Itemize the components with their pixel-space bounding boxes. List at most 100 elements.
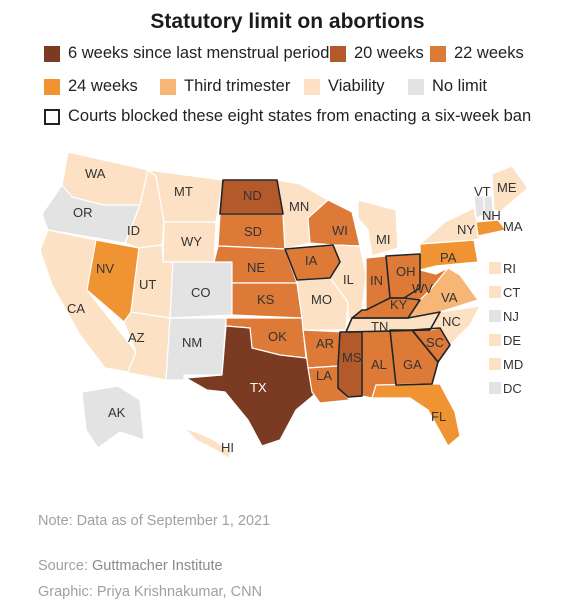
key-label-ct: CT xyxy=(503,285,520,300)
key-swatch-dc xyxy=(489,382,501,394)
legend-label-viability: Viability xyxy=(328,77,385,95)
label-ut: UT xyxy=(139,277,156,292)
state-ma xyxy=(475,219,507,237)
label-ar: AR xyxy=(316,336,334,351)
label-mn: MN xyxy=(289,199,309,214)
label-az: AZ xyxy=(128,330,145,345)
label-ok: OK xyxy=(268,329,287,344)
label-ms: MS xyxy=(342,350,362,365)
label-pa: PA xyxy=(440,250,457,265)
label-la: LA xyxy=(316,368,332,383)
legend-item-third-trimester: Third trimester xyxy=(160,77,290,96)
label-me: ME xyxy=(497,180,517,195)
key-swatch-de xyxy=(489,334,501,346)
legend-item-courts-blocked: Courts blocked these eight states from e… xyxy=(44,107,531,126)
key-label-nj: NJ xyxy=(503,309,519,324)
label-ga: GA xyxy=(403,357,422,372)
small-state-key: RI CT NJ DE MD DC xyxy=(489,261,523,396)
state-hi xyxy=(183,427,233,459)
label-vt: VT xyxy=(474,184,491,199)
label-nd: ND xyxy=(243,188,262,203)
outline-ga xyxy=(389,329,439,386)
legend-label-third-trimester: Third trimester xyxy=(184,77,291,95)
state-ak xyxy=(81,385,145,449)
legend-swatch-twenty-weeks xyxy=(330,45,346,62)
label-oh: OH xyxy=(396,264,416,279)
outline-oh xyxy=(385,253,421,299)
state-labels: WA OR CA NV ID MT WY UT AZ CO NM ND SD N… xyxy=(67,166,523,455)
outline-ms xyxy=(337,331,363,398)
legend-label-twenty-two-weeks: 22 weeks xyxy=(454,44,524,62)
label-mo: MO xyxy=(311,292,332,307)
label-nv: NV xyxy=(96,261,114,276)
label-ma: MA xyxy=(503,219,523,234)
key-label-ri: RI xyxy=(503,261,516,276)
key-swatch-ct xyxy=(489,286,501,298)
legend-item-twenty-two-weeks: 22 weeks xyxy=(430,44,524,63)
label-wv: WV xyxy=(412,281,433,296)
state-me xyxy=(491,165,529,213)
state-fl xyxy=(371,383,461,447)
court-blocked-outlines xyxy=(219,179,451,398)
source-label: Source: xyxy=(38,558,92,574)
label-mi: MI xyxy=(376,232,390,247)
key-swatch-md xyxy=(489,358,501,370)
graphic-value: Priya Krishnakumar, CNN xyxy=(96,584,263,600)
legend-swatch-twenty-two-weeks xyxy=(430,45,446,62)
label-va: VA xyxy=(441,290,458,305)
label-ca: CA xyxy=(67,301,85,316)
label-ak: AK xyxy=(108,405,126,420)
legend-swatch-six-weeks xyxy=(44,45,60,62)
label-in: IN xyxy=(370,273,383,288)
label-al: AL xyxy=(371,357,387,372)
source-value: Guttmacher Institute xyxy=(92,558,223,574)
source-line: Source: Guttmacher Institute xyxy=(38,558,223,574)
outline-ia xyxy=(284,244,341,281)
legend-label-six-weeks: 6 weeks since last menstrual period xyxy=(68,44,330,62)
legend-label-no-limit: No limit xyxy=(432,77,488,95)
label-hi: HI xyxy=(221,440,234,455)
legend-swatch-courts-blocked xyxy=(44,108,60,125)
label-tn: TN xyxy=(371,319,388,334)
label-nc: NC xyxy=(442,314,461,329)
label-fl: FL xyxy=(431,409,446,424)
chart-title: Statutory limit on abortions xyxy=(150,10,425,33)
legend-swatch-no-limit xyxy=(408,78,424,95)
label-ne: NE xyxy=(247,260,265,275)
label-id: ID xyxy=(127,223,140,238)
key-label-de: DE xyxy=(503,333,521,348)
legend-label-courts-blocked: Courts blocked these eight states from e… xyxy=(68,107,532,125)
outline-nd xyxy=(219,179,284,215)
label-sd: SD xyxy=(244,224,262,239)
outline-sc xyxy=(411,327,451,363)
label-nm: NM xyxy=(182,335,202,350)
label-co: CO xyxy=(191,285,211,300)
legend-label-twenty-weeks: 20 weeks xyxy=(354,44,424,62)
label-nh: NH xyxy=(482,208,501,223)
state-tx xyxy=(185,325,315,447)
state-mi xyxy=(357,199,399,257)
label-wy: WY xyxy=(181,234,202,249)
legend-item-twenty-four-weeks: 24 weeks xyxy=(44,77,138,96)
label-wa: WA xyxy=(85,166,106,181)
label-ia: IA xyxy=(305,253,318,268)
graphic-label: Graphic: xyxy=(38,584,97,600)
note: Note: Data as of September 1, 2021 xyxy=(38,513,271,529)
label-or: OR xyxy=(73,205,93,220)
us-map: WA OR CA NV ID MT WY UT AZ CO NM ND SD N… xyxy=(39,151,529,459)
outline-ky xyxy=(351,297,421,319)
legend-item-twenty-weeks: 20 weeks xyxy=(330,44,424,63)
label-sc: SC xyxy=(426,335,444,350)
legend-item-no-limit: No limit xyxy=(408,77,487,96)
legend-label-twenty-four-weeks: 24 weeks xyxy=(68,77,138,95)
label-wi: WI xyxy=(332,223,348,238)
legend-swatch-third-trimester xyxy=(160,78,176,95)
label-ky: KY xyxy=(390,297,408,312)
label-tx: TX xyxy=(250,380,267,395)
key-swatch-ri xyxy=(489,262,501,274)
legend-item-viability: Viability xyxy=(304,77,385,96)
label-ks: KS xyxy=(257,292,275,307)
legend-item-six-weeks: 6 weeks since last menstrual period xyxy=(44,44,329,63)
legend-swatch-twenty-four-weeks xyxy=(44,78,60,95)
key-swatch-nj xyxy=(489,310,501,322)
